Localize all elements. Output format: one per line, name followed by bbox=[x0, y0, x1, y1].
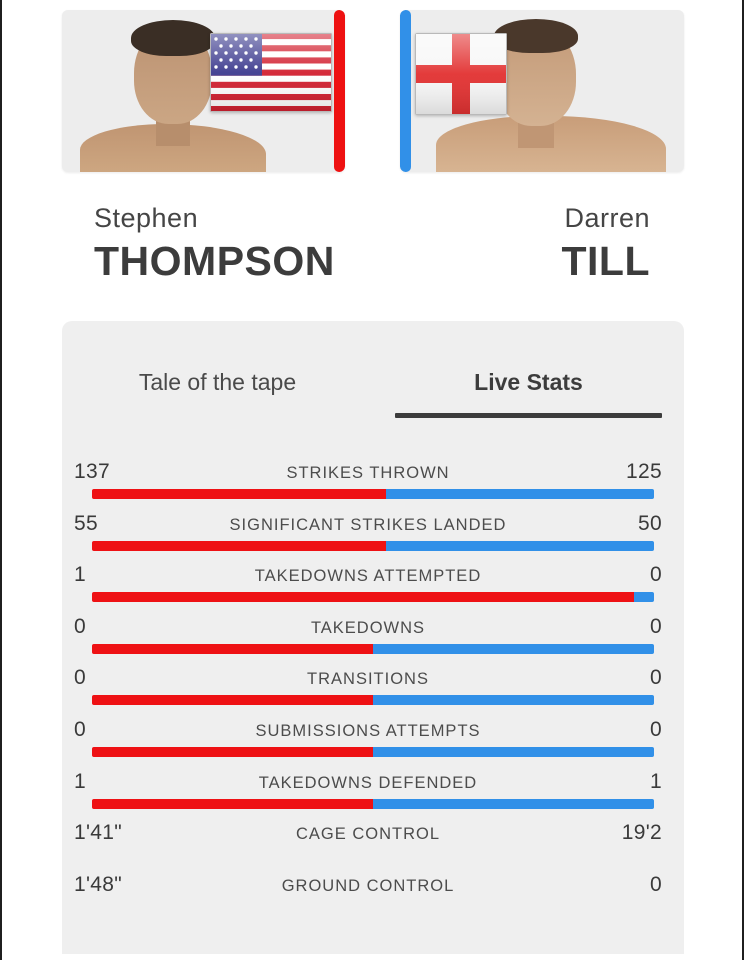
stat-label: TAKEDOWNS DEFENDED bbox=[258, 773, 478, 792]
fighter-photo-left bbox=[62, 10, 345, 172]
tab-live-stats[interactable]: Live Stats bbox=[373, 369, 684, 418]
stat-row: 137 STRIKES THROWN 125 bbox=[62, 460, 684, 512]
fighter-head bbox=[494, 19, 578, 126]
stat-head: 0 SUBMISSIONS ATTEMPTS 0 bbox=[62, 718, 684, 742]
stat-bar-blue bbox=[373, 695, 654, 706]
stat-bar-blue bbox=[373, 798, 654, 809]
tab-label: Tale of the tape bbox=[138, 369, 297, 395]
right-edge-border bbox=[742, 0, 744, 960]
fighter-names: Stephen THOMPSON Darren TILL bbox=[0, 172, 744, 285]
left-edge-border bbox=[0, 0, 2, 960]
stat-bar-red bbox=[92, 592, 634, 603]
stat-value-left: 1 bbox=[74, 769, 86, 793]
stat-bar-blue bbox=[385, 489, 654, 499]
stat-value-right: 1 bbox=[650, 769, 662, 793]
stat-value-right: 0 bbox=[650, 666, 662, 690]
stat-value-right: 50 bbox=[638, 511, 662, 535]
stat-value-left: 1 bbox=[74, 563, 86, 587]
stat-bar bbox=[92, 746, 654, 757]
stat-row: 0 SUBMISSIONS ATTEMPTS 0 bbox=[62, 718, 684, 770]
stat-label: TAKEDOWNS bbox=[310, 618, 426, 637]
stat-bar bbox=[92, 489, 654, 499]
stat-row: 1 TAKEDOWNS DEFENDED 1 bbox=[62, 770, 684, 822]
tab-bar: Tale of the tape Live Stats bbox=[62, 321, 684, 418]
stat-row: 1'41" CAGE CONTROL 19'2 bbox=[62, 821, 684, 873]
stat-bar bbox=[92, 643, 654, 654]
stats-panel: Tale of the tape Live Stats 137 STRIKES … bbox=[62, 321, 684, 954]
stat-label: TAKEDOWNS ATTEMPTED bbox=[254, 567, 482, 586]
stat-head: 55 SIGNIFICANT STRIKES LANDED 50 bbox=[62, 512, 684, 536]
stat-bar-blue bbox=[386, 540, 654, 551]
blue-corner-bar bbox=[400, 10, 411, 172]
fighter-head bbox=[131, 20, 215, 124]
stat-row: 1 TAKEDOWNS ATTEMPTED 0 bbox=[62, 563, 684, 615]
tab-label: Live Stats bbox=[474, 369, 583, 395]
stat-head: 137 STRIKES THROWN 125 bbox=[62, 460, 684, 484]
last-name: THOMPSON bbox=[94, 238, 335, 284]
stat-row: 1'48" GROUND CONTROL 0 bbox=[62, 873, 684, 925]
stat-head: 1 TAKEDOWNS ATTEMPTED 0 bbox=[62, 563, 684, 587]
stat-label: SIGNIFICANT STRIKES LANDED bbox=[229, 515, 507, 534]
stat-label: SUBMISSIONS ATTEMPTS bbox=[255, 721, 481, 740]
active-tab-underline bbox=[394, 413, 663, 418]
stats-list: 137 STRIKES THROWN 125 55 SIGNIFICANT ST… bbox=[62, 460, 684, 924]
stat-value-right: 19'2 bbox=[621, 821, 662, 845]
stat-value-left: 1'48" bbox=[74, 872, 123, 896]
stat-head: 1 TAKEDOWNS DEFENDED 1 bbox=[62, 770, 684, 794]
stat-value-right: 0 bbox=[650, 872, 662, 896]
stat-value-right: 125 bbox=[626, 460, 662, 483]
stat-value-left: 0 bbox=[74, 614, 86, 638]
stat-bar bbox=[92, 592, 654, 603]
last-name: TILL bbox=[561, 238, 650, 284]
stat-bar-blue bbox=[633, 592, 654, 603]
england-flag-icon bbox=[415, 33, 507, 115]
fighter-cards bbox=[0, 0, 744, 172]
stat-bar bbox=[92, 540, 654, 551]
stat-label: GROUND CONTROL bbox=[281, 876, 455, 895]
fighter-photo-right bbox=[400, 10, 684, 172]
fighter-card-left bbox=[62, 10, 345, 172]
stat-bar-red bbox=[92, 746, 373, 757]
fighter-name-left: Stephen THOMPSON bbox=[94, 203, 335, 285]
stat-bar-blue bbox=[373, 643, 654, 654]
stat-bar-red bbox=[92, 695, 373, 706]
fighter-name-right: Darren TILL bbox=[561, 203, 650, 285]
stat-value-right: 0 bbox=[650, 717, 662, 741]
stat-value-left: 137 bbox=[74, 460, 110, 483]
stat-bar-red bbox=[92, 798, 373, 809]
stat-row: 0 TRANSITIONS 0 bbox=[62, 666, 684, 718]
stat-value-left: 1'41" bbox=[74, 821, 123, 845]
stat-head: 1'41" CAGE CONTROL 19'2 bbox=[62, 821, 684, 845]
stat-bar bbox=[92, 695, 654, 706]
stat-head: 1'48" GROUND CONTROL 0 bbox=[62, 873, 684, 897]
first-name: Darren bbox=[564, 203, 650, 233]
stat-bar-blue bbox=[373, 746, 654, 757]
stat-bar bbox=[92, 798, 654, 809]
usa-flag-icon bbox=[210, 33, 332, 112]
stat-label: TRANSITIONS bbox=[307, 670, 429, 689]
stat-bar-red bbox=[92, 540, 387, 551]
stat-row: 55 SIGNIFICANT STRIKES LANDED 50 bbox=[62, 512, 684, 564]
stat-bar-red bbox=[92, 489, 386, 499]
stat-row: 0 TAKEDOWNS 0 bbox=[62, 615, 684, 667]
first-name: Stephen bbox=[94, 203, 199, 233]
stat-value-left: 0 bbox=[74, 717, 86, 741]
tab-tale-of-the-tape[interactable]: Tale of the tape bbox=[62, 369, 373, 418]
stat-label: CAGE CONTROL bbox=[295, 825, 441, 844]
stat-label: STRIKES THROWN bbox=[286, 464, 450, 482]
fighter-card-right bbox=[400, 10, 684, 172]
stat-bar-red bbox=[92, 643, 373, 654]
stat-head: 0 TRANSITIONS 0 bbox=[62, 666, 684, 690]
stat-value-left: 0 bbox=[74, 666, 86, 690]
red-corner-bar bbox=[334, 10, 345, 172]
stat-value-left: 55 bbox=[74, 511, 98, 535]
stat-value-right: 0 bbox=[650, 563, 662, 587]
stat-head: 0 TAKEDOWNS 0 bbox=[62, 615, 684, 639]
stat-value-right: 0 bbox=[650, 614, 662, 638]
